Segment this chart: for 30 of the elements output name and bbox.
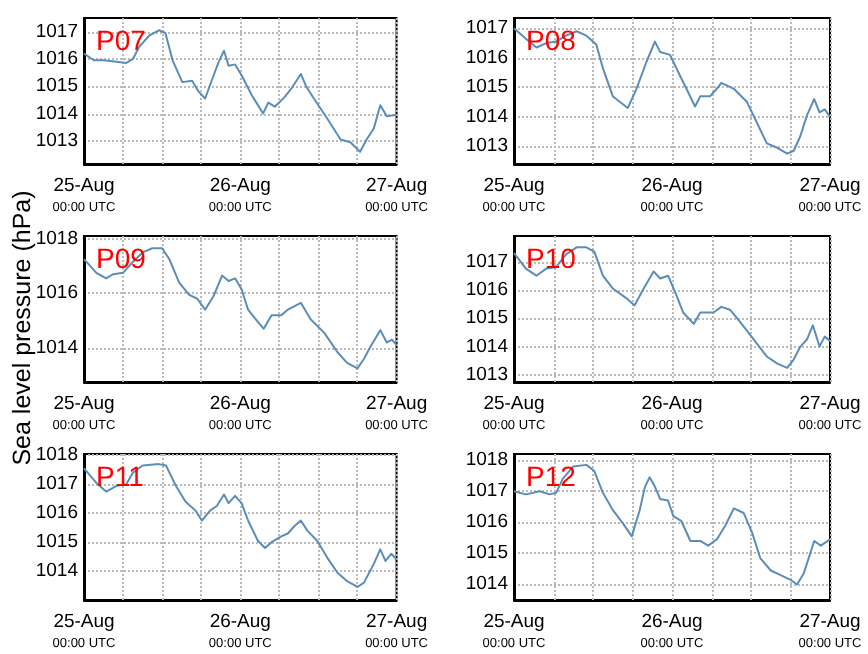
y-tick-label: 1014 [35, 560, 78, 583]
y-tick-label: 1014 [465, 573, 508, 596]
y-tick-label: 1015 [465, 76, 508, 99]
y-tick-label: 1015 [35, 531, 78, 554]
y-tick-label: 1015 [465, 307, 508, 330]
y-tick-label: 1018 [465, 449, 508, 472]
chart-title: P07 [96, 24, 147, 56]
y-tick-label: 1013 [35, 129, 78, 152]
y-tick-label: 1014 [35, 336, 78, 359]
y-tick-label: 1017 [35, 473, 78, 496]
y-tick-label: 1016 [35, 47, 78, 70]
y-tick-label: 1016 [35, 282, 78, 305]
y-tick-label: 1014 [35, 102, 78, 125]
y-tick-label: 1018 [35, 444, 78, 467]
y-tick-label: 1013 [465, 135, 508, 158]
y-tick-label: 1016 [465, 511, 508, 534]
y-tick-label: 1017 [35, 20, 78, 43]
y-tick-label: 1016 [35, 502, 78, 525]
y-tick-label: 1016 [465, 46, 508, 69]
y-tick-label: 1015 [35, 75, 78, 98]
y-tick-label: 1016 [465, 278, 508, 301]
y-tick-label: 1014 [465, 105, 508, 128]
y-tick-label: 1015 [465, 542, 508, 565]
y-tick-label: 1017 [465, 250, 508, 273]
y-tick-label: 1013 [465, 363, 508, 386]
y-tick-label: 1014 [465, 335, 508, 358]
y-tick-label: 1017 [465, 480, 508, 503]
y-axis-title: Sea level pressure (hPa) [8, 189, 36, 465]
y-tick-label: 1018 [35, 227, 78, 250]
y-tick-label: 1017 [465, 17, 508, 40]
